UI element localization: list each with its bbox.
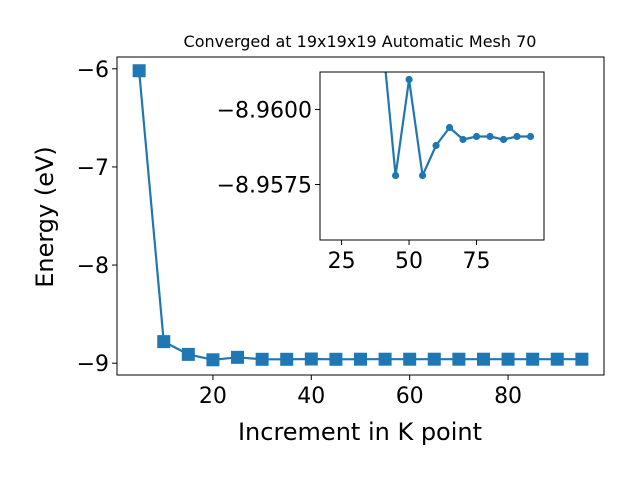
x-tick-label: 60 [396, 384, 424, 409]
inset-series [384, 72, 535, 180]
y-tick-label: −9 [77, 352, 109, 377]
data-point [513, 132, 521, 141]
data-point [501, 352, 515, 366]
data-point [403, 352, 417, 366]
data-point [181, 347, 195, 361]
data-point [405, 75, 413, 84]
data-point [476, 352, 490, 366]
inset-plot: 25 50 75 −8.9600 −8.9575 [217, 71, 545, 274]
data-point [329, 352, 343, 366]
data-point [378, 352, 392, 366]
data-point [445, 123, 454, 132]
main-y-ticks: −9 −8 −7 −6 [77, 58, 117, 377]
data-point [280, 352, 294, 366]
chart-title: Converged at 19x19x19 Automatic Mesh 70 [184, 32, 537, 51]
data-point [575, 352, 589, 366]
y-tick-label: −6 [77, 58, 109, 83]
x-tick-label: 40 [297, 384, 325, 409]
inset-y-ticks: −8.9600 −8.9575 [217, 99, 320, 199]
data-point [452, 352, 466, 366]
data-point [486, 132, 494, 141]
data-point [526, 352, 540, 366]
series-group [384, 72, 535, 180]
data-point [526, 132, 535, 141]
main-plot: Converged at 19x19x19 Automatic Mesh 70 … [31, 32, 605, 446]
data-point [157, 335, 171, 349]
data-point [304, 352, 318, 366]
y-tick-label: −8.9575 [217, 174, 312, 199]
inset-plot-frame [319, 71, 545, 241]
data-point [472, 132, 481, 141]
y-tick-label: −7 [77, 156, 109, 181]
data-point [432, 141, 440, 150]
data-point [354, 352, 367, 366]
data-point [418, 171, 427, 180]
x-tick-label: 75 [463, 249, 491, 274]
inset-x-ticks: 25 50 75 [328, 240, 491, 274]
data-point [206, 353, 220, 367]
x-tick-label: 50 [395, 249, 423, 274]
y-tick-label: −8.9600 [217, 99, 312, 124]
main-x-ticks: 20 40 60 80 [199, 375, 522, 409]
data-point [427, 352, 441, 366]
data-point [459, 135, 467, 144]
main-plot-frame [116, 56, 605, 376]
x-axis-label: Increment in K point [238, 418, 482, 446]
data-point [391, 171, 400, 180]
main-series [132, 64, 589, 367]
x-tick-label: 20 [199, 384, 227, 409]
data-point [499, 135, 508, 144]
data-point [231, 350, 245, 364]
y-tick-label: −8 [77, 254, 109, 279]
y-axis-label: Energy (eV) [31, 146, 59, 288]
x-tick-label: 80 [494, 384, 522, 409]
data-point [132, 64, 146, 78]
data-point [255, 352, 269, 366]
data-point [550, 352, 564, 366]
series-group [132, 64, 589, 367]
x-tick-label: 25 [328, 249, 356, 274]
